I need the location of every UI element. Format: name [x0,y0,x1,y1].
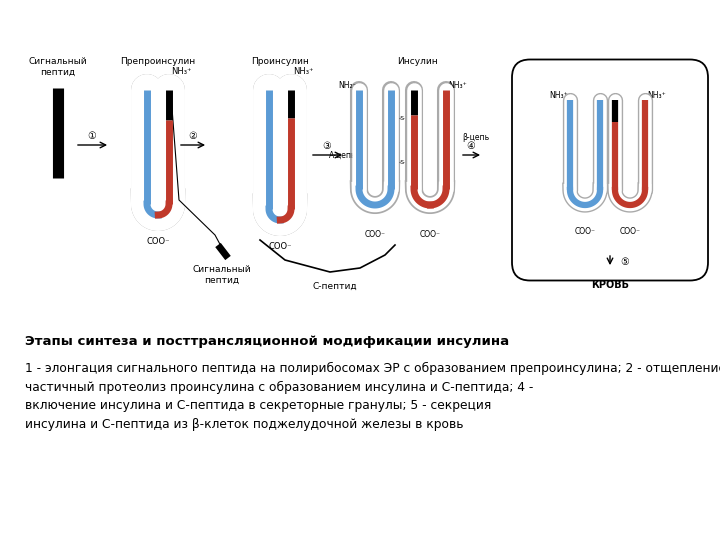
Text: СОО⁻: СОО⁻ [575,227,595,236]
Text: β-цепь: β-цепь [462,133,489,143]
Text: -S-S: -S-S [399,159,411,165]
Text: Препроинсулин: Препроинсулин [120,57,196,66]
Text: -S-S: -S-S [283,124,295,129]
Text: ①: ① [88,131,96,141]
Text: Инсулин: Инсулин [397,57,438,66]
Text: Этапы синтеза и посттрансляционной модификации инсулина: Этапы синтеза и посттрансляционной модиф… [25,335,509,348]
Text: СОО⁻: СОО⁻ [269,242,292,251]
Text: NH₃⁺: NH₃⁺ [647,91,666,99]
Text: С-пептид: С-пептид [312,282,357,291]
Text: S
S
S: S S S [274,122,278,138]
Text: ④: ④ [467,141,475,151]
Text: Сигнальный
пептид: Сигнальный пептид [193,265,251,285]
Text: NH₃⁺: NH₃⁺ [171,68,192,77]
Text: S
S
S: S S S [602,114,606,130]
Text: Сигнальный
пептид: Сигнальный пептид [29,57,87,77]
Text: СОО⁻: СОО⁻ [619,227,641,236]
FancyBboxPatch shape [512,59,708,280]
Text: -S-S: -S-S [608,158,619,163]
Text: -S-S: -S-S [283,167,295,172]
Text: -S-S: -S-S [399,116,411,120]
Text: 1 - элонгация сигнального пептида на полирибосомах ЭР с образованием препроинсул: 1 - элонгация сигнального пептида на пол… [25,362,720,431]
Text: ⑤: ⑤ [620,257,629,267]
Text: СОО⁻: СОО⁻ [364,230,385,239]
Text: ③: ③ [323,141,331,151]
Text: А-цепь: А-цепь [329,151,356,159]
Text: NH₃⁺: NH₃⁺ [448,80,467,90]
Text: ②: ② [189,131,197,141]
Text: Проинсулин: Проинсулин [251,57,309,66]
Text: NH₃⁺: NH₃⁺ [293,68,313,77]
Text: S
S
S: S S S [393,112,397,128]
Text: -S-S: -S-S [608,117,619,122]
Text: NH₂⁻: NH₂⁻ [338,80,357,90]
Text: КРОВЬ: КРОВЬ [591,280,629,290]
Text: NH₃⁺: NH₃⁺ [549,91,568,99]
Text: СОО⁻: СОО⁻ [146,237,170,246]
Text: СОО⁻: СОО⁻ [420,230,441,239]
